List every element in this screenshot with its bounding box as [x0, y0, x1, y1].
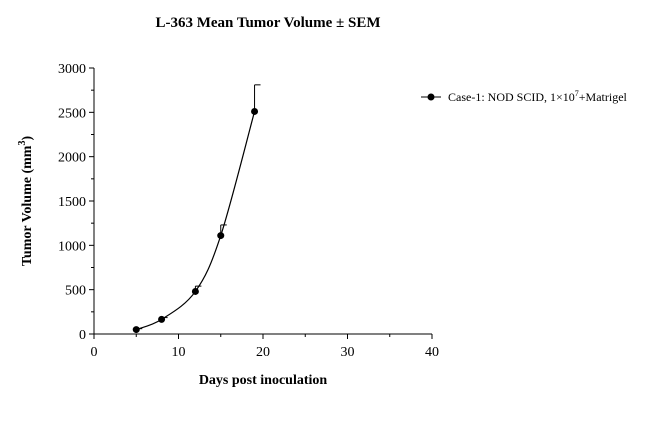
- y-tick-label: 500: [65, 284, 86, 299]
- y-tick-label: 2500: [58, 106, 86, 121]
- chart-title: L-363 Mean Tumor Volume ± SEM: [155, 15, 380, 31]
- y-tick-label: 1000: [58, 239, 86, 254]
- y-ticks: 0 500 1000 1500 2000 2500 3000: [58, 62, 94, 343]
- legend: Case-1: NOD SCID, 1×107+Matrigel: [421, 89, 628, 104]
- y-tick-label: 0: [79, 328, 86, 343]
- legend-label-suffix: +Matrigel: [579, 90, 628, 104]
- x-axis-label: Days post inoculation: [199, 373, 328, 388]
- x-tick-label: 0: [91, 345, 98, 360]
- x-tick-label: 10: [172, 345, 186, 360]
- y-tick-label: 2000: [58, 151, 86, 166]
- x-ticks: 0 10 20 30 40: [91, 334, 439, 360]
- series-line: [136, 111, 256, 331]
- data-point: [251, 107, 259, 115]
- data-point: [158, 315, 166, 323]
- axes: [93, 68, 432, 335]
- data-point: [191, 287, 199, 295]
- y-tick-label: 1500: [58, 195, 86, 210]
- x-tick-label: 20: [256, 345, 270, 360]
- y-axis-label: Tumor Volume (mm3): [17, 136, 35, 267]
- x-tick-label: 30: [341, 345, 355, 360]
- data-point: [217, 232, 225, 240]
- y-axis-label-suffix: ): [20, 136, 35, 141]
- y-axis-label-main: Tumor Volume (mm: [20, 145, 35, 266]
- y-axis-label-superscript: 3: [17, 141, 28, 146]
- x-tick-label: 40: [425, 345, 439, 360]
- legend-label: Case-1: NOD SCID, 1×107+Matrigel: [448, 89, 628, 104]
- series-layer: [132, 84, 261, 334]
- data-point: [132, 326, 140, 334]
- legend-marker: [427, 93, 435, 101]
- y-tick-label: 3000: [58, 62, 86, 77]
- legend-label-main: Case-1: NOD SCID, 1×10: [448, 90, 575, 104]
- legend-label-superscript: 7: [575, 89, 579, 98]
